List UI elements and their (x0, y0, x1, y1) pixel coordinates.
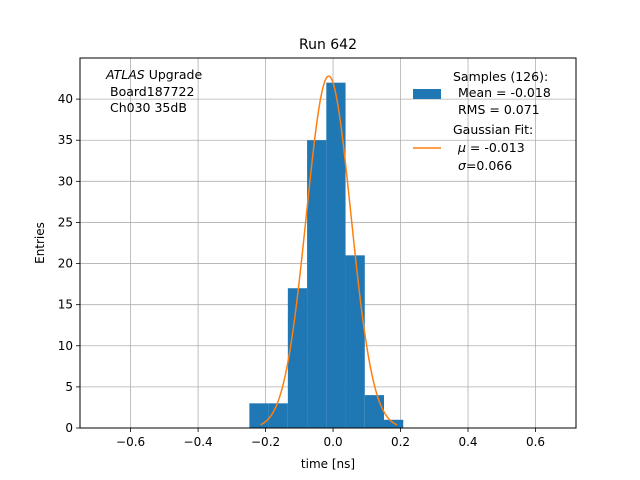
y-tick-label: 10 (58, 339, 73, 353)
legend-mu-value: = -0.013 (466, 140, 525, 155)
annotation-line-1: ATLAS Upgrade (105, 67, 202, 82)
legend-sigma-value: =0.066 (466, 158, 512, 173)
histogram-bar (326, 82, 346, 429)
legend-fit-mu: μ = -0.013 (457, 140, 525, 155)
legend-sigma-symbol: σ (458, 158, 467, 173)
annotation-atlas: ATLAS (105, 67, 145, 82)
x-axis-ticks: −0.6 −0.4 −0.2 0.0 0.2 0.4 0.6 (116, 428, 545, 449)
legend-mu-symbol: μ (457, 140, 466, 155)
legend: Samples (126): Mean = -0.018 RMS = 0.071… (413, 69, 551, 173)
x-tick-label: −0.4 (184, 435, 213, 449)
y-tick-label: 35 (58, 133, 73, 147)
y-tick-label: 15 (58, 298, 73, 312)
histogram-bar (287, 288, 308, 428)
histogram-bar (384, 419, 404, 428)
histogram-bar (307, 140, 327, 428)
y-tick-label: 30 (58, 174, 73, 188)
legend-fit-title: Gaussian Fit: (453, 122, 533, 137)
x-tick-label: 0.2 (391, 435, 410, 449)
annotation-text: ATLAS Upgrade Board187722 Ch030 35dB (105, 67, 202, 115)
legend-samples-title: Samples (126): (453, 69, 548, 84)
y-tick-label: 0 (65, 421, 73, 435)
annotation-line-3: Ch030 35dB (110, 100, 187, 115)
legend-samples-mean: Mean = -0.018 (458, 85, 551, 100)
histogram-bar (345, 255, 365, 428)
legend-samples-rms: RMS = 0.071 (458, 102, 540, 117)
y-tick-label: 40 (58, 92, 73, 106)
plot-frame (79, 57, 577, 429)
legend-samples-swatch (413, 89, 441, 99)
x-tick-label: −0.2 (251, 435, 280, 449)
histogram-bar (268, 403, 288, 428)
x-tick-label: −0.6 (116, 435, 145, 449)
gaussian-fit-curve (260, 75, 398, 426)
y-tick-label: 25 (58, 215, 73, 229)
annotation-upgrade: Upgrade (145, 67, 203, 82)
y-axis-ticks: 0 5 10 15 20 25 30 35 40 (58, 92, 80, 435)
annotation-line-2: Board187722 (110, 84, 194, 99)
histogram-bars (249, 82, 404, 429)
x-tick-label: 0.6 (526, 435, 545, 449)
histogram-bar (249, 403, 269, 428)
y-tick-label: 5 (65, 380, 73, 394)
y-tick-label: 20 (58, 257, 73, 271)
x-axis-label: time [ns] (301, 457, 355, 471)
histogram-bar (364, 395, 385, 428)
legend-fit-sigma: σ=0.066 (458, 158, 512, 173)
chart-title: Run 642 (299, 37, 357, 53)
x-tick-label: 0.4 (458, 435, 477, 449)
x-tick-label: 0.0 (324, 435, 343, 449)
y-axis-label: Entries (33, 222, 47, 264)
